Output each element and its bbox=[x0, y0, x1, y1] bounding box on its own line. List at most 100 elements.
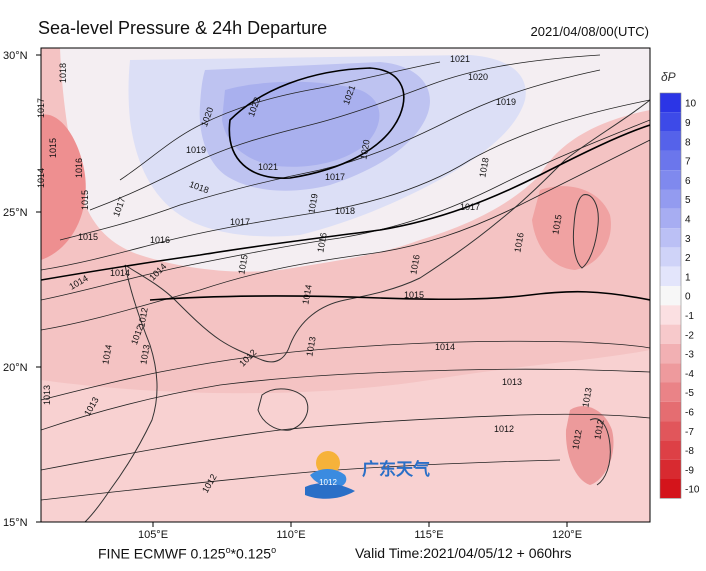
lon-label: 105°E bbox=[138, 529, 168, 541]
colorbar-swatch bbox=[660, 324, 681, 344]
isobar-label: 1014 bbox=[110, 268, 130, 278]
isobar-label: 1020 bbox=[358, 139, 371, 160]
colorbar-swatch bbox=[660, 247, 681, 267]
colorbar-label: 8 bbox=[685, 137, 691, 148]
colorbar-label: 5 bbox=[685, 195, 691, 206]
isobar-label: 1018 bbox=[58, 63, 68, 83]
isobar-label: 1020 bbox=[468, 72, 488, 82]
watermark-text: 广东天气 bbox=[362, 459, 430, 479]
lat-label: 25°N bbox=[3, 207, 28, 219]
colorbar-label: -5 bbox=[685, 388, 694, 399]
colorbar-swatch bbox=[660, 93, 681, 113]
isobar-label: 1021 bbox=[450, 54, 470, 64]
colorbar-label: -2 bbox=[685, 330, 694, 341]
model-info: FINE ECMWF 0.125o*0.125o bbox=[98, 545, 276, 562]
model-res: *0.125 bbox=[230, 545, 272, 562]
vietnam-coast bbox=[84, 264, 158, 522]
isobar-label: 1017 bbox=[36, 98, 46, 118]
colorbar-title: δP bbox=[661, 70, 676, 84]
isobar-bold bbox=[149, 290, 650, 301]
colorbar-swatch bbox=[660, 112, 681, 132]
departure-field bbox=[565, 406, 614, 485]
degree-mark: o bbox=[271, 545, 277, 555]
isobar-label: 1018 bbox=[477, 157, 490, 178]
colorbar-label: -9 bbox=[685, 465, 694, 476]
isobar-label: 1015 bbox=[404, 290, 424, 300]
isobar-bold bbox=[228, 67, 405, 179]
departure-field bbox=[532, 186, 611, 270]
forecast-datetime: 2021/04/08/00(UTC) bbox=[530, 24, 649, 39]
isobar-label: 1017 bbox=[460, 202, 480, 212]
colorbar-swatch bbox=[660, 440, 681, 460]
isobar-label: 1013 bbox=[502, 377, 522, 387]
colorbar-label: 9 bbox=[685, 118, 691, 129]
isobar-label: 1013 bbox=[42, 385, 52, 405]
lat-label: 15°N bbox=[3, 517, 28, 529]
coastline bbox=[124, 99, 650, 363]
colorbar-label: -3 bbox=[685, 350, 694, 361]
lon-label: 120°E bbox=[552, 529, 582, 541]
colorbar-swatch bbox=[660, 305, 681, 325]
colorbar-swatch bbox=[660, 170, 681, 190]
isobar-label: 1015 bbox=[236, 254, 249, 275]
isobar-label: 1013 bbox=[580, 387, 593, 408]
watermark-sub: 1012 bbox=[319, 478, 337, 487]
colorbar-label: 1 bbox=[685, 272, 691, 283]
colorbar-label: 2 bbox=[685, 253, 691, 264]
colorbar-label: 3 bbox=[685, 234, 691, 245]
isobar-line bbox=[41, 139, 650, 331]
isobar-line bbox=[41, 459, 561, 501]
colorbar-label: -4 bbox=[685, 369, 694, 380]
isobar-line bbox=[41, 119, 650, 301]
sun-icon bbox=[316, 451, 340, 475]
isobar-label: 1015 bbox=[550, 214, 563, 235]
colorbar-label: -10 bbox=[685, 485, 700, 496]
isobar-label: 1021 bbox=[258, 162, 278, 172]
colorbar-label: -7 bbox=[685, 427, 694, 438]
isobar-label: 1016 bbox=[315, 232, 328, 253]
isobar-label: 1019 bbox=[496, 97, 516, 107]
isobar-label: 1016 bbox=[408, 254, 421, 275]
degree-mark: o bbox=[225, 545, 231, 555]
colorbar-swatch bbox=[660, 150, 681, 171]
lat-label: 30°N bbox=[3, 50, 28, 62]
isobar-label: 1016 bbox=[150, 235, 170, 245]
taiwan-island bbox=[572, 194, 599, 269]
isobar-label: 1012 bbox=[592, 419, 605, 440]
lon-label: 110°E bbox=[276, 529, 305, 541]
map-title: Sea-level Pressure & 24h Departure bbox=[38, 18, 328, 38]
isobar-label: 1017 bbox=[230, 217, 250, 227]
philippines-coast bbox=[589, 418, 611, 486]
colorbar-swatch bbox=[660, 401, 681, 422]
colorbar-label: 4 bbox=[685, 214, 691, 225]
isobar-label: 1014 bbox=[300, 284, 313, 305]
colorbar-label: 7 bbox=[685, 157, 691, 168]
isobar-label: 1015 bbox=[48, 138, 58, 158]
colorbar-label: -6 bbox=[685, 407, 694, 418]
isobar-line bbox=[89, 54, 601, 211]
colorbar-swatch bbox=[660, 189, 681, 209]
map-frame bbox=[40, 47, 651, 523]
isobar-label: 1016 bbox=[74, 158, 84, 178]
departure-field bbox=[41, 350, 650, 522]
valid-time: Valid Time:2021/04/05/12 + 060hrs bbox=[355, 545, 572, 561]
hainan-island bbox=[257, 388, 309, 431]
colorbar-swatch bbox=[660, 382, 681, 402]
colorbar-swatch bbox=[660, 208, 681, 229]
isobar-label: 1014 bbox=[36, 168, 46, 188]
colorbar-swatch bbox=[660, 421, 681, 441]
isobar-label: 1015 bbox=[80, 190, 90, 210]
isobar-label: 1012 bbox=[570, 429, 583, 450]
isobar-label: 1019 bbox=[306, 193, 319, 214]
colorbar-swatch bbox=[660, 363, 681, 383]
guangdong-weather-logo: 1012 广东天气 bbox=[305, 451, 430, 499]
isobar-line bbox=[41, 368, 650, 431]
colorbar-swatch bbox=[660, 228, 681, 248]
isobar-line bbox=[41, 340, 650, 401]
colorbar-label: 6 bbox=[685, 176, 691, 187]
colorbar-frame bbox=[659, 92, 682, 499]
colorbar-swatch bbox=[660, 343, 681, 364]
lat-label: 20°N bbox=[3, 362, 28, 374]
isobar-line bbox=[59, 69, 601, 241]
